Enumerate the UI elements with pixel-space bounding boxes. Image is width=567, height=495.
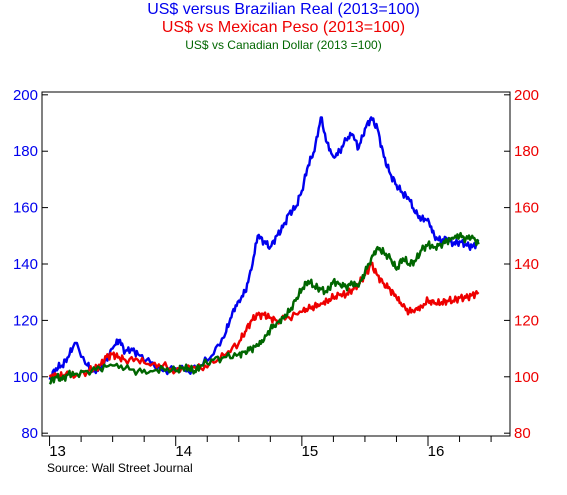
chart-title-peso: US$ vs Mexican Peso (2013=100) [161, 19, 406, 36]
x-label-16: 16 [428, 443, 445, 460]
series-line-0 [48, 116, 480, 381]
y-right-label-80: 80 [514, 425, 531, 442]
y-right-label-180: 180 [514, 143, 539, 160]
series-line-2 [48, 231, 480, 385]
series-layer [48, 116, 480, 385]
x-label-13: 13 [49, 443, 66, 460]
series-line-1 [48, 261, 480, 380]
source-note: Source: Wall Street Journal [47, 461, 193, 475]
y-left-label-100: 100 [13, 369, 38, 386]
y-right-label-200: 200 [514, 87, 539, 104]
y-left-label-120: 120 [13, 312, 38, 329]
y-right-label-160: 160 [514, 200, 539, 217]
y-right-label-100: 100 [514, 369, 539, 386]
axis-layer: 80 100 120 140 160 180 200 80 100 120 140 160 180 200… [13, 87, 539, 460]
chart-title-cad: US$ vs Canadian Dollar (2013 =100) [185, 38, 382, 52]
x-label-15: 15 [302, 443, 319, 460]
plot-frame [41, 91, 511, 437]
y-left-label-180: 180 [13, 143, 38, 160]
y-left-label-200: 200 [13, 87, 38, 104]
y-left-label-80: 80 [21, 425, 38, 442]
x-label-14: 14 [175, 443, 192, 460]
y-left-label-140: 140 [13, 256, 38, 273]
y-right-label-120: 120 [514, 312, 539, 329]
y-right-label-140: 140 [514, 256, 539, 273]
y-left-label-160: 160 [13, 200, 38, 217]
chart-title-real: US$ versus Brazilian Real (2013=100) [147, 1, 420, 18]
